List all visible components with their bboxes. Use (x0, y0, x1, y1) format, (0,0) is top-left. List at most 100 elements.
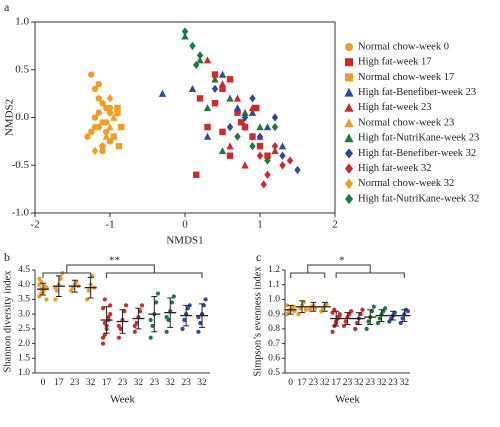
error-bar (367, 309, 374, 325)
panel-label: b (4, 250, 10, 264)
point (249, 141, 256, 151)
point (279, 151, 286, 160)
y-tick-label: 2.5 (18, 324, 30, 334)
point (344, 87, 354, 97)
point (253, 104, 260, 112)
point (116, 323, 121, 329)
point (88, 71, 95, 78)
point (91, 114, 99, 121)
point (271, 122, 279, 132)
x-tick-label: 32 (165, 378, 175, 388)
x-tick-label: 17 (54, 378, 64, 388)
point (198, 320, 203, 326)
point (155, 291, 161, 296)
y-tick-label: 4.0 (18, 280, 30, 290)
x-tick-label: 23 (70, 378, 80, 388)
point (353, 326, 358, 331)
point (102, 132, 110, 140)
point (211, 99, 219, 107)
point (88, 128, 95, 136)
y-tick-label: 0.7 (268, 339, 280, 349)
point (344, 118, 354, 127)
point (249, 94, 256, 103)
legend-label: Normal chow-week 0 (358, 41, 449, 52)
point (180, 326, 185, 331)
point (84, 133, 91, 140)
error-bar (39, 282, 46, 296)
point (106, 314, 111, 320)
point (106, 109, 114, 116)
point (271, 113, 279, 122)
point (218, 70, 227, 78)
x-tick-label: 32 (320, 378, 330, 388)
error-bar (183, 304, 190, 327)
legend-label: High fat-week 17 (358, 57, 431, 68)
y-tick-label: 3.0 (18, 309, 30, 319)
error-bar (355, 312, 362, 325)
point (196, 329, 201, 334)
error-bar (55, 275, 62, 297)
legend-label: High fat-NutriKane-week 32 (358, 193, 479, 204)
legend-label: High fat-Benefiber-week 32 (358, 148, 476, 159)
point (188, 85, 197, 93)
point (211, 75, 219, 83)
point (278, 142, 287, 150)
y-tick-label: 0.8 (268, 324, 280, 334)
x-tick-label: 32 (86, 378, 96, 388)
point (100, 335, 106, 340)
point (102, 320, 107, 326)
point (164, 314, 169, 320)
error-bar (151, 295, 158, 333)
error-bar (135, 307, 142, 330)
error-bar (119, 309, 126, 334)
x-axis-label: Week (335, 394, 360, 406)
error-bar (333, 310, 340, 327)
point (103, 119, 110, 126)
point (139, 303, 145, 308)
point (115, 142, 123, 150)
point (371, 304, 376, 309)
y-tick-label: 0.5 (268, 368, 280, 378)
x-axis-label: NMDS1 (166, 235, 203, 247)
point (260, 180, 267, 189)
x-tick-label: 17 (102, 378, 112, 388)
point (238, 119, 245, 126)
point (196, 56, 204, 64)
point (271, 141, 279, 151)
point (345, 148, 353, 159)
legend-label: High fat-week 23 (358, 102, 431, 113)
point (138, 309, 143, 314)
point (248, 108, 257, 116)
point (219, 85, 226, 93)
point (345, 193, 353, 205)
point (124, 303, 129, 308)
error-bar (310, 301, 317, 312)
point (256, 123, 264, 131)
x-tick-label: -1 (105, 219, 114, 231)
point (211, 71, 219, 78)
point (364, 326, 369, 331)
significance-label: ** (109, 255, 120, 267)
point (100, 341, 106, 346)
y-tick-label: 0.0 (15, 111, 29, 123)
point (400, 316, 405, 321)
point (110, 113, 118, 121)
x-tick-label: 17 (297, 378, 307, 388)
point (294, 165, 301, 175)
legend-label: High fat-week 32 (358, 163, 431, 174)
point (286, 156, 294, 165)
x-tick-label: 23 (309, 378, 319, 388)
point (343, 319, 348, 324)
point (345, 58, 353, 67)
point (110, 133, 117, 140)
error-bar (378, 309, 385, 322)
significance-bracket (290, 264, 405, 278)
point (187, 303, 192, 308)
y-tick-label: 4.5 (18, 265, 30, 275)
point (150, 323, 155, 329)
x-tick-label: 0 (41, 378, 46, 388)
point (279, 161, 286, 170)
point (345, 73, 353, 82)
point (233, 104, 242, 112)
error-bar (199, 303, 206, 328)
